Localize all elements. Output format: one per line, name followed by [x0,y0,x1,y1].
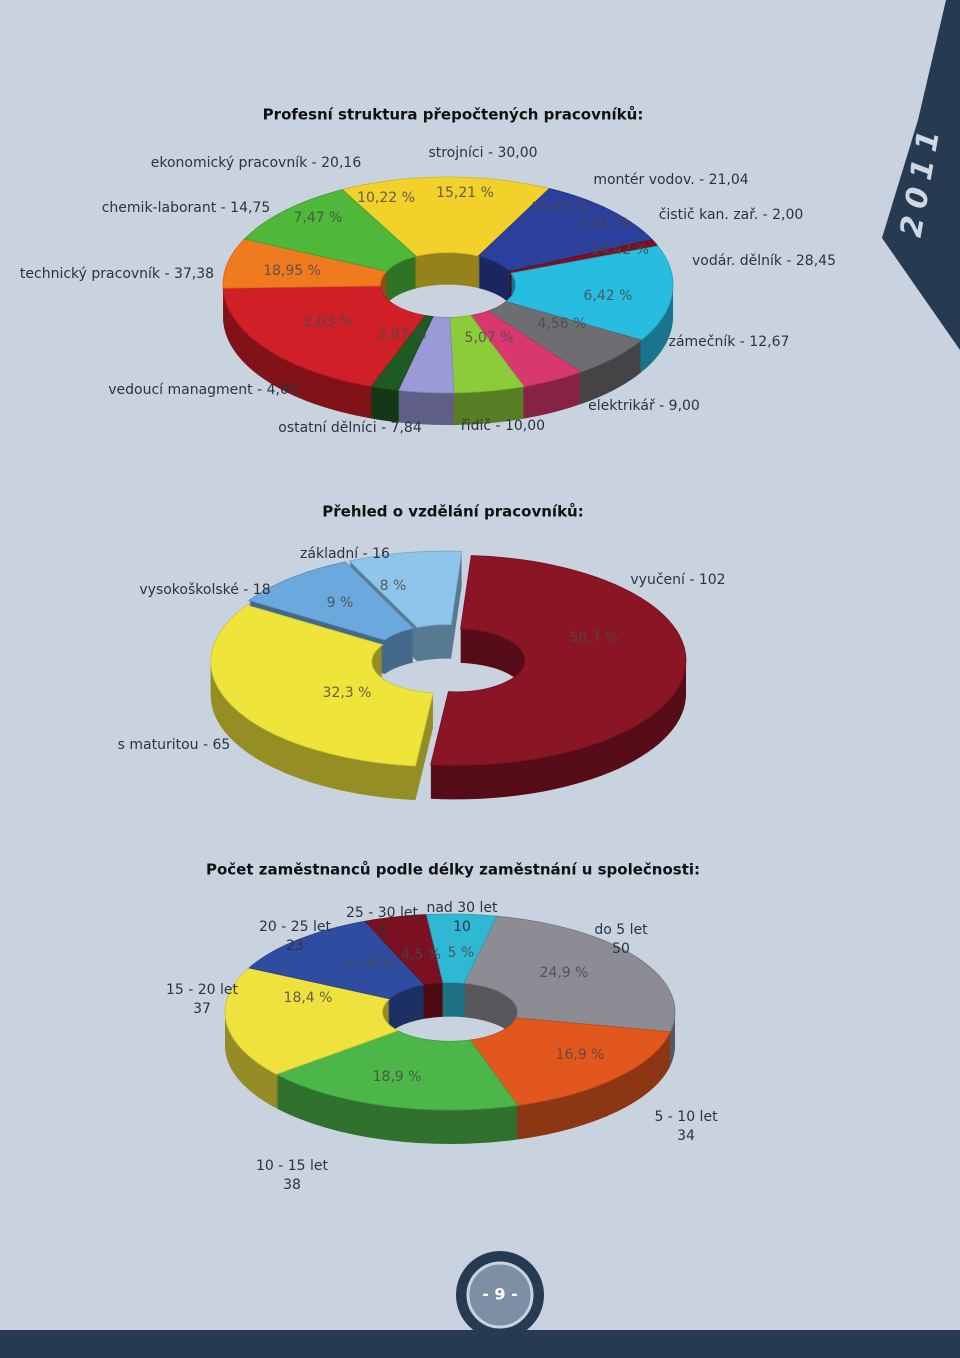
category-label: vysokoškolské - 18 [139,582,270,598]
value-label: 11,4 % [345,956,394,972]
chart-title: Profesní struktura přepočtených pracovní… [263,106,644,124]
value-label: 4,5 % [401,947,441,963]
slice [224,967,399,1075]
slice [275,1030,519,1111]
category-label: čistič kan. zař. - 2,00 [659,207,804,223]
category-label: s maturitou - 65 [118,737,231,753]
value-label: 1,01 % [581,216,630,232]
count-label: 23 [286,938,304,954]
value-label: 5,07 % [465,330,514,346]
slice [348,550,463,628]
count-label: 37 [193,1001,211,1017]
value-label: 18,9 % [373,1069,422,1085]
slice [248,920,426,1000]
count-label: 34 [677,1128,695,1144]
value-label: 50,7 % [570,630,619,646]
value-label: 18,4 % [284,990,333,1006]
category-label: elektrikář - 9,00 [588,398,700,414]
count-label: 50 [612,941,630,957]
category-label: technický pracovník - 37,38 [20,266,214,282]
value-label: 8 % [380,578,407,594]
slice [341,176,551,257]
value-label: 15,21 % [436,185,494,201]
category-label: 15 - 20 let [166,982,239,998]
value-label: 4,56 % [538,316,587,332]
count-label: 9 [378,924,387,940]
category-label: vyučení - 102 [630,572,725,588]
category-label: vodár. dělník - 28,45 [692,253,836,269]
category-label: zámečník - 12,67 [669,334,790,350]
value-label: 10,22 % [357,190,415,206]
slice [430,555,687,766]
slice [248,561,415,641]
category-label: 25 - 30 let [346,905,419,921]
slice [222,285,426,387]
slice [477,188,653,272]
footer-band [0,1330,960,1358]
value-label: 7,47 % [294,210,343,226]
value-label: 9 % [327,595,354,611]
category-label: základní - 16 [300,546,390,562]
value-label: 2,03 % [304,314,353,330]
count-label: 10 [453,919,471,935]
value-label: 24,9 % [540,965,589,981]
category-label: vedoucí managment - 4,00 [108,382,298,398]
slice [505,245,674,341]
category-label: montér vodov. - 21,04 [593,172,748,188]
category-label: řidič - 10,00 [461,418,545,434]
value-label: 5 % [448,945,475,961]
page-number: - 9 - [482,1285,518,1304]
category-label: chemik-laborant - 14,75 [102,200,271,216]
category-label: 20 - 25 let [259,919,332,935]
category-label: strojníci - 30,00 [428,145,537,161]
value-label: 10,67 % [531,200,589,216]
category-label: ekonomický pracovník - 20,16 [151,155,362,171]
chart-title: Přehled o vzdělání pracovníků: [322,503,583,521]
slice [463,915,676,1033]
category-label: nad 30 let [426,900,498,916]
corner-decoration [882,0,960,350]
value-label: 32,3 % [323,685,372,701]
chart-title: Počet zaměstnanců podle délky zaměstnání… [206,861,700,879]
value-label: 18,95 % [263,263,321,279]
value-label: 16,9 % [556,1047,605,1063]
slice [243,189,418,272]
slice [425,913,498,984]
category-label: do 5 let [594,922,648,938]
slice [469,1017,671,1106]
page-badge-inner [466,1261,534,1329]
category-label: 10 - 15 let [256,1158,329,1174]
category-label: ostatní dělníci - 7,84 [278,420,422,436]
value-label: 14,42 % [591,242,649,258]
slice [210,604,434,767]
count-label: 38 [283,1177,301,1193]
value-label: 3,97 % [378,327,427,343]
category-label: 5 - 10 let [654,1109,718,1125]
value-label: 6,42 % [584,288,633,304]
